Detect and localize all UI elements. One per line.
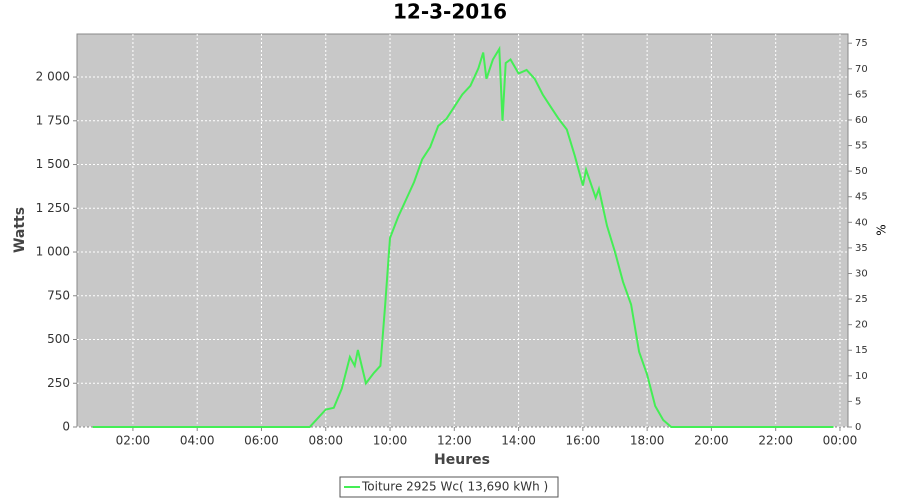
chart-title: 12-3-2016 bbox=[393, 0, 507, 24]
y-axis-label: Watts bbox=[12, 207, 28, 253]
y2-tick-label: 60 bbox=[855, 115, 868, 126]
x-tick-label: 10:00 bbox=[373, 434, 408, 448]
y2-tick-label: 10 bbox=[855, 371, 868, 382]
plot-area bbox=[76, 33, 849, 428]
y2-tick-label: 70 bbox=[855, 64, 868, 75]
x-tick-label: 14:00 bbox=[501, 434, 536, 448]
legend-label: Toiture 2925 Wc( 13,690 kWh ) bbox=[361, 480, 548, 494]
x-tick-label: 00:00 bbox=[823, 434, 858, 448]
x-tick-label: 12:00 bbox=[437, 434, 472, 448]
y2-tick-label: 55 bbox=[855, 141, 868, 152]
y-tick-label: 2 000 bbox=[36, 70, 70, 84]
y2-tick-label: 5 bbox=[855, 396, 861, 407]
y2-tick-label: 30 bbox=[855, 268, 868, 279]
y-tick-label: 0 bbox=[62, 420, 70, 434]
x-tick-label: 08:00 bbox=[308, 434, 343, 448]
y2-tick-label: 75 bbox=[855, 38, 868, 49]
y2-tick-label: 45 bbox=[855, 192, 868, 203]
y-tick-label: 1 000 bbox=[36, 245, 70, 259]
y-tick-label: 1 500 bbox=[36, 157, 70, 171]
x-tick-label: 22:00 bbox=[758, 434, 793, 448]
y2-tick-label: 20 bbox=[855, 320, 868, 331]
y2-tick-label: 0 bbox=[855, 422, 861, 433]
y-tick-label: 250 bbox=[47, 376, 70, 390]
y2-tick-label: 40 bbox=[855, 217, 868, 228]
y2-tick-label: 25 bbox=[855, 294, 868, 305]
y2-axis-label: % bbox=[875, 224, 889, 235]
y-tick-label: 750 bbox=[47, 288, 70, 302]
x-tick-label: 20:00 bbox=[694, 434, 729, 448]
x-tick-label: 16:00 bbox=[566, 434, 601, 448]
y2-tick-label: 15 bbox=[855, 345, 868, 356]
x-tick-label: 04:00 bbox=[180, 434, 215, 448]
y-tick-label: 500 bbox=[47, 332, 70, 346]
x-axis-label: Heures bbox=[434, 452, 490, 468]
line-series bbox=[92, 45, 834, 428]
y2-tick-label: 35 bbox=[855, 243, 868, 254]
x-tick-label: 06:00 bbox=[244, 434, 279, 448]
x-tick-label: 02:00 bbox=[116, 434, 151, 448]
y2-tick-label: 50 bbox=[855, 166, 868, 177]
legend bbox=[339, 476, 559, 498]
x-tick-label: 18:00 bbox=[630, 434, 665, 448]
y-tick-label: 1 250 bbox=[36, 201, 70, 215]
y2-tick-label: 65 bbox=[855, 89, 868, 100]
y-tick-label: 1 750 bbox=[36, 113, 70, 127]
